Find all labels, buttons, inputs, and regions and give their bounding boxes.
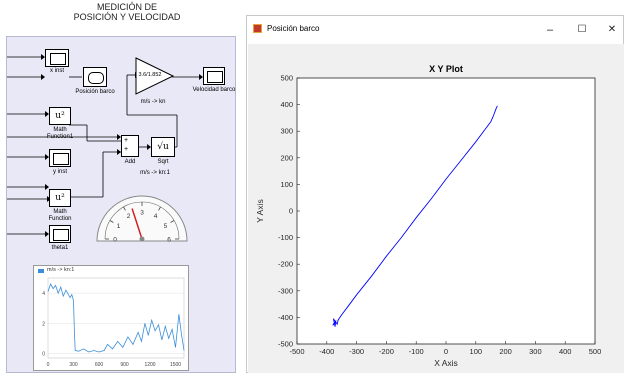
y-tick-label: 100 (280, 180, 293, 189)
small-chart-ytick: 0 (42, 351, 45, 357)
small-time-chart: 4 2 00 300 600 900 1200 1500 (42, 277, 185, 368)
scope-icon (207, 71, 223, 83)
gain-block[interactable] (135, 57, 175, 95)
velocidad-barco-label: Velocidad barco (192, 87, 236, 93)
theta1-label: theta1 (51, 245, 69, 251)
gauge-tick (170, 220, 175, 223)
x-tick-label: 400 (559, 347, 572, 356)
plot-title: X Y Plot (429, 64, 463, 74)
small-chart-xtick: 900 (120, 362, 129, 368)
y-axis-label: Y Axis (255, 199, 265, 222)
trajectory-line (332, 105, 498, 327)
matlab-app-icon (253, 24, 262, 33)
y-tick-label: -300 (278, 286, 293, 295)
small-chart-xtick: 1500 (170, 362, 181, 368)
x-tick-label: 0 (444, 347, 448, 356)
gauge-tick-label: 5 (164, 223, 168, 230)
close-button[interactable]: ✕ (607, 24, 617, 35)
small-chart-xtick: 1200 (144, 362, 155, 368)
x-tick-label: -100 (409, 347, 424, 356)
y-tick-label: 500 (280, 74, 293, 83)
window-title-bar[interactable]: Posición barco – ☐ ✕ (247, 16, 623, 44)
window-title: Posición barco (267, 24, 320, 33)
x-tick-label: -400 (319, 347, 334, 356)
gauge-tick-label: 6 (167, 237, 171, 244)
plot-window[interactable]: Posición barco – ☐ ✕ X Y Plot -500 -400 -30… (246, 15, 624, 373)
signal-lines (7, 54, 203, 237)
gauge-tick-label: 0 (113, 237, 117, 244)
small-chart-xtick: 0 (47, 362, 50, 368)
small-chart-xtick: 300 (69, 362, 78, 368)
y-tick-label: 0 (289, 207, 293, 216)
simulink-canvas[interactable]: x inst Posición barco 3.6/1.852 m/s -> k… (6, 36, 236, 373)
gauge-needle (131, 208, 143, 240)
math-function-label-line2: Function (48, 216, 72, 222)
math-function-label-line1: Math (53, 209, 67, 215)
gauge-tick-label: 3 (140, 210, 144, 217)
speed-gauge[interactable]: 012 3 45 6 (91, 181, 193, 243)
y-tick-label: 200 (280, 153, 293, 162)
gauge-label: m/s -> kn:1 (140, 170, 170, 176)
plot-axes-box (296, 77, 596, 345)
gain-value: 3.6/1.852 (138, 72, 162, 78)
x-tick-label: -500 (289, 347, 304, 356)
x-inst-label: x inst (49, 68, 64, 74)
sqrt-block[interactable]: √u (151, 137, 175, 157)
plus-sign-icon: + (124, 137, 129, 144)
add-block[interactable]: + + (121, 135, 139, 157)
x-tick-label: 300 (529, 347, 542, 356)
gauge-tick (109, 220, 114, 223)
math-function1-block[interactable]: u² (49, 107, 71, 125)
gauge-hub (139, 236, 145, 242)
x-tick-label: 200 (499, 347, 512, 356)
gauge-tick (123, 206, 126, 211)
x-tick-label: 100 (470, 347, 483, 356)
model-title-line2: POSICIÓN Y VELOCIDAD (73, 12, 181, 22)
y-tick-label: -200 (278, 260, 293, 269)
small-chart-series-line (47, 283, 185, 353)
x-tick-label: 500 (589, 347, 602, 356)
gauge-tick-label: 1 (117, 223, 121, 230)
gauge-tick-label: 2 (127, 213, 131, 220)
posicion-barco-block[interactable] (83, 67, 107, 87)
maximize-button[interactable]: ☐ (577, 24, 587, 35)
x-axis-label: X Axis (434, 358, 458, 368)
x-tick-label: -300 (349, 347, 364, 356)
small-chart-ytick: 4 (42, 291, 45, 297)
y-inst-scope[interactable] (49, 149, 71, 167)
gauge-tick (158, 206, 161, 211)
y-tick-label: -500 (278, 340, 293, 349)
model-title-line1: MEDICIÓN DE (96, 2, 157, 12)
x-tick-label: -200 (379, 347, 394, 356)
math-function1-label-line1: Math (53, 127, 67, 133)
x-inst-scope[interactable] (45, 49, 69, 67)
add-label: Add (124, 159, 136, 165)
y-tick-label: -100 (278, 233, 293, 242)
y-tick-label: 300 (280, 127, 293, 136)
velocidad-barco-scope[interactable] (203, 67, 225, 85)
xy-plot[interactable]: X Y Plot -500 -400 -300 -200 -100 0 100 200 300 40… (247, 44, 623, 373)
plus-sign-icon: + (124, 146, 129, 153)
gain-caption: m/s -> kn (140, 99, 166, 105)
gauge-tick-label: 4 (154, 213, 158, 220)
sqrt-label: Sqrt (157, 159, 169, 165)
small-legend-label: m/s -> kn:1 (47, 267, 75, 273)
xy-graph-icon (88, 72, 104, 84)
minimize-button[interactable]: – (546, 24, 554, 36)
small-chart-axes (47, 277, 185, 359)
y-inst-label: y inst (52, 169, 67, 175)
math-function1-label-line2: Function1 (46, 134, 74, 140)
small-chart-panel[interactable]: m/s -> kn:1 4 2 0 0 300 600 900 1200 1500 (33, 265, 189, 371)
posicion-barco-label: Posición barco (75, 89, 115, 95)
math-function-block[interactable]: u² (49, 189, 71, 207)
small-legend-swatch (38, 269, 44, 273)
y-tick-label: -400 (278, 313, 293, 322)
y-tick-label: 400 (280, 100, 293, 109)
scope-icon (50, 53, 66, 65)
theta1-scope[interactable] (49, 225, 71, 243)
scope-icon (53, 153, 69, 165)
small-chart-ytick: 2 (42, 321, 45, 327)
scope-icon (53, 229, 69, 241)
small-chart-xtick: 600 (95, 362, 104, 368)
